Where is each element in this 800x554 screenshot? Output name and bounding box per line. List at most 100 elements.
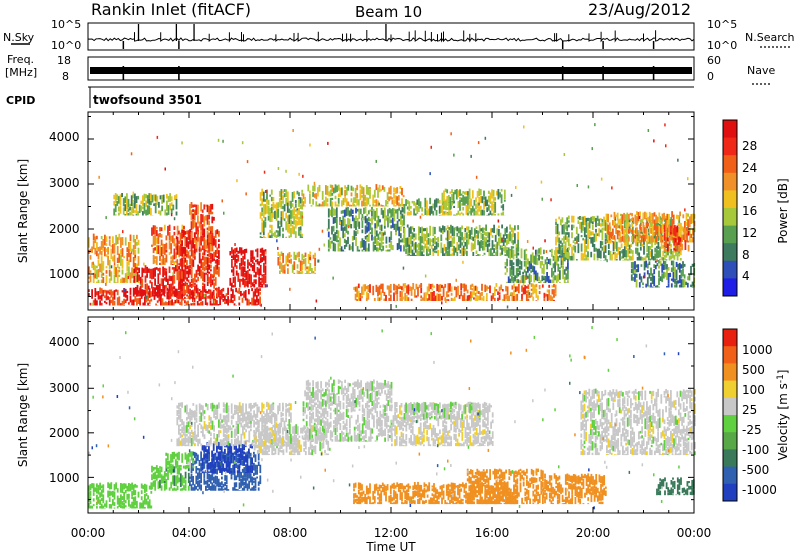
power-cell (460, 203, 463, 206)
velocity-cell (385, 485, 387, 492)
velocity-cell (425, 499, 427, 503)
velocity-cell (211, 402, 214, 412)
power-cell (250, 274, 252, 285)
power-cell (591, 216, 594, 221)
power-cell (398, 219, 401, 222)
velocity-cell (474, 435, 476, 445)
velocity-cell (219, 439, 222, 447)
power-cell (130, 195, 133, 206)
power-cell (304, 205, 306, 207)
velocity-cell (219, 451, 221, 462)
power-cell (580, 221, 583, 233)
velocity-cell (377, 402, 380, 405)
velocity-cell (139, 502, 141, 509)
power-cell (521, 293, 523, 300)
power-cell (143, 193, 146, 202)
velocity-cell (214, 445, 217, 447)
power-cell (649, 246, 652, 251)
velocity-cell (379, 417, 382, 428)
power-cell (372, 236, 375, 241)
power-cell (131, 299, 133, 306)
power-cell (238, 296, 241, 301)
velocity-cell (455, 501, 458, 505)
power-cell (408, 211, 411, 216)
power-cell (116, 194, 119, 200)
power-cell (124, 204, 127, 212)
power-cell (290, 200, 292, 209)
power-cell (306, 270, 308, 274)
velocity-cell (387, 424, 390, 428)
velocity-cell (192, 451, 194, 456)
power-cell (636, 256, 639, 261)
power-cell (527, 266, 529, 273)
power-cell (100, 241, 103, 250)
power-cell (418, 242, 420, 251)
power-cell (369, 231, 372, 234)
power-cell (122, 198, 125, 207)
power-cell (486, 199, 489, 206)
velocity-cell (357, 425, 359, 432)
velocity-cell (400, 403, 403, 408)
power-cell (242, 256, 244, 266)
velocity-cell (488, 441, 491, 446)
power-cell (132, 268, 135, 278)
power-cell (157, 245, 160, 255)
power-cell (423, 292, 426, 301)
power-cell (218, 259, 220, 266)
velocity-cell (224, 475, 226, 481)
power-cell (646, 270, 649, 275)
power-cell (168, 252, 171, 256)
power-cell (364, 235, 367, 240)
velocity-cell (452, 501, 455, 505)
velocity-cell (205, 485, 207, 491)
power-cell (367, 216, 370, 222)
power-cell (673, 248, 676, 251)
power-cell (377, 187, 379, 198)
power-speck (684, 208, 686, 212)
power-cell (599, 218, 602, 221)
power-cell (363, 240, 365, 251)
power-cell (114, 204, 117, 213)
velocity-cell (208, 430, 211, 434)
power-cell (113, 290, 116, 300)
velocity-cell (170, 481, 173, 489)
power-cell (628, 218, 631, 223)
velocity-cell (393, 482, 395, 489)
velocity-cell (97, 484, 100, 495)
power-cell (543, 264, 545, 275)
power-cell (211, 211, 214, 215)
velocity-cell (440, 415, 443, 420)
velocity-cell (241, 487, 244, 491)
velocity-cell (238, 470, 241, 482)
power-cell (448, 249, 451, 256)
power-cell (456, 226, 459, 232)
velocity-cell (266, 444, 269, 450)
velocity-cell (347, 402, 350, 407)
velocity-cell (258, 439, 260, 446)
freq-panel: Freq. [MHz] 18 8 60 0 Nave (5, 53, 775, 85)
velocity-cell (471, 482, 474, 494)
velocity-cell (203, 434, 206, 440)
power-cell (256, 258, 259, 265)
velocity-cell (339, 386, 342, 389)
velocity-cell (121, 505, 124, 509)
power-cell (369, 284, 371, 293)
power-cell (479, 195, 482, 203)
power-cell (588, 218, 591, 229)
velocity-cell (369, 483, 371, 494)
velocity-cell (461, 421, 464, 431)
power-cell (261, 283, 264, 288)
velocity-cell (241, 450, 244, 458)
power-speck (313, 181, 316, 185)
power-cell (253, 279, 256, 284)
power-cell (213, 251, 215, 258)
power-cell (288, 208, 291, 214)
power-cell (469, 230, 471, 240)
power-cell (364, 215, 367, 224)
power-cell (492, 189, 495, 197)
velocity-cell (480, 443, 483, 447)
power-cell (364, 225, 367, 235)
velocity-cell (324, 454, 326, 456)
velocity-cell (411, 417, 414, 425)
power-cell (141, 267, 144, 278)
